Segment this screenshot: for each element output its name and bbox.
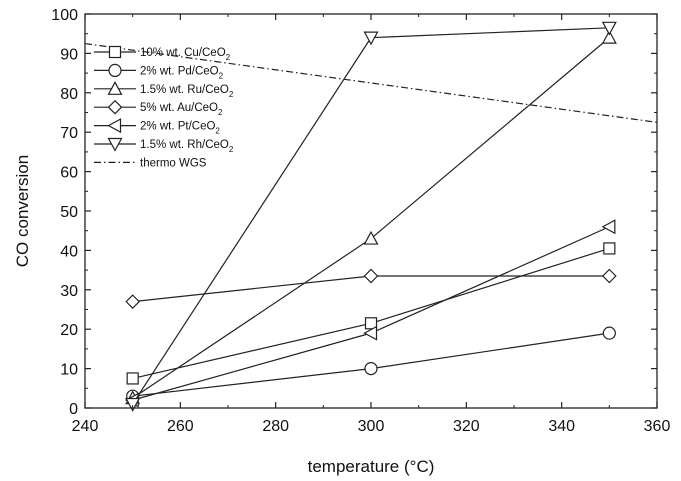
data-point-s1-p1 xyxy=(364,362,378,376)
data-point-s3-p2 xyxy=(601,268,617,284)
x-axis-title: temperature (°C) xyxy=(308,457,435,476)
data-point-s5-p2 xyxy=(601,21,617,36)
y-tick-label: 80 xyxy=(60,86,78,103)
y-tick-label: 70 xyxy=(60,125,78,142)
y-tick-label: 0 xyxy=(69,401,78,418)
y-tick-label: 50 xyxy=(60,204,78,221)
legend-label-4: 2% wt. Pt/CeO2 xyxy=(140,121,220,136)
legend-marker-4 xyxy=(107,118,122,134)
data-point-s0-p1 xyxy=(364,317,378,330)
legend-marker-1 xyxy=(108,63,122,78)
legend-label-5: 1.5% wt. Rh/CeO2 xyxy=(140,139,234,154)
legend-marker-2 xyxy=(107,81,123,95)
y-axis-title: CO conversion xyxy=(13,155,32,267)
series-line-0 xyxy=(132,247,610,380)
x-tick-label: 340 xyxy=(548,418,575,435)
x-tick-label: 260 xyxy=(167,418,194,435)
data-point-s2-p2 xyxy=(601,29,617,44)
legend-marker-0 xyxy=(108,45,122,59)
data-point-s3-p1 xyxy=(363,268,379,284)
y-tick-label: 20 xyxy=(60,322,78,339)
legend-marker-5 xyxy=(107,137,123,152)
x-tick-label: 360 xyxy=(644,418,671,435)
legend-label-3: 5% wt. Au/CeO2 xyxy=(140,102,223,117)
data-point-s3-p0 xyxy=(125,294,141,309)
data-point-s5-p0 xyxy=(125,397,141,412)
data-point-s1-p2 xyxy=(602,326,616,340)
y-tick-label: 90 xyxy=(60,46,78,63)
legend: 10% wt. Cu/CeO2 2% wt. Pd/CeO2 1.5% wt. Ru… xyxy=(94,45,234,169)
x-tick-label: 280 xyxy=(262,418,289,435)
data-point-s0-p0 xyxy=(126,372,139,385)
legend-label-0: 10% wt. Cu/CeO2 xyxy=(140,47,231,62)
y-tick-label: 40 xyxy=(60,243,78,260)
x-tick-label: 320 xyxy=(453,418,480,435)
data-point-s2-p1 xyxy=(363,230,379,245)
data-point-s4-p1 xyxy=(363,325,378,341)
y-tick-label: 100 xyxy=(51,7,78,24)
data-point-s5-p1 xyxy=(363,31,379,46)
legend-label-2: 1.5% wt. Ru/CeO2 xyxy=(140,84,234,99)
y-tick-label: 10 xyxy=(60,362,78,379)
y-tick-label: 30 xyxy=(60,283,78,300)
axes: 240 260 280 300 320 340 360 0 10 20 30 40 50 60 70 80 90… xyxy=(51,7,670,435)
data-point-s0-p2 xyxy=(603,242,616,255)
x-tick-label: 300 xyxy=(358,418,385,435)
data-point-s4-p2 xyxy=(601,219,616,235)
x-tick-label: 240 xyxy=(72,418,99,435)
legend-marker-3 xyxy=(107,99,123,115)
legend-label-1: 2% wt. Pd/CeO2 xyxy=(140,65,224,80)
legend-label-6: thermo WGS xyxy=(140,157,207,169)
series-line-6 xyxy=(84,42,658,123)
y-tick-label: 60 xyxy=(60,165,78,182)
plot-marks xyxy=(84,21,658,412)
